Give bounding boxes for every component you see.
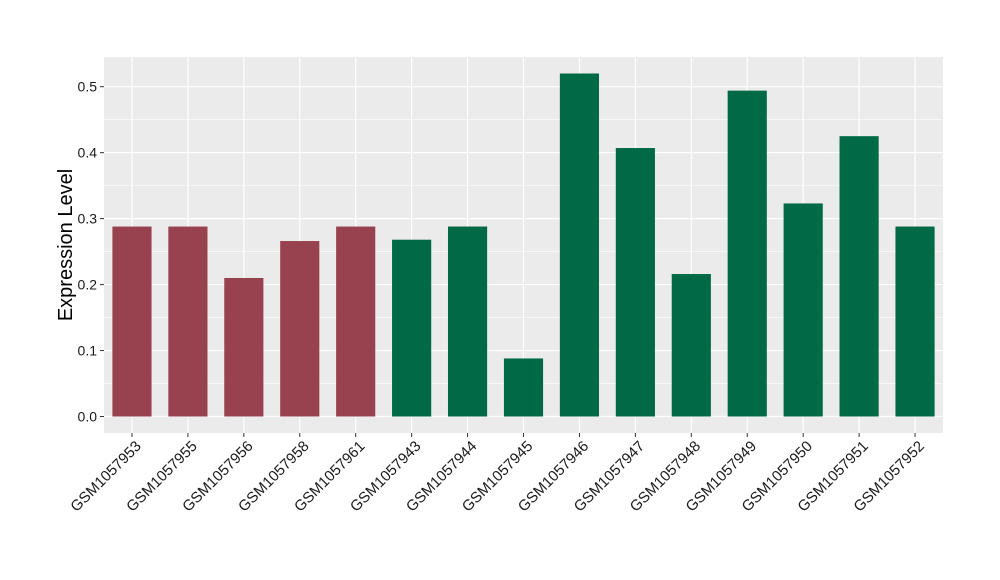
bar-GSM1057956 [224, 277, 264, 417]
bar-GSM1057947 [615, 148, 655, 417]
x-axis: GSM1057953GSM1057955GSM1057956GSM1057958… [67, 433, 928, 515]
bar-GSM1057949 [727, 90, 767, 417]
bar-GSM1057952 [895, 226, 935, 417]
bar-GSM1057944 [447, 226, 488, 417]
y-tick-label: 0.5 [78, 79, 98, 95]
bar-GSM1057961 [336, 226, 376, 417]
y-tick-label: 0.2 [78, 277, 98, 293]
bar-GSM1057948 [671, 274, 711, 417]
bar-GSM1057953 [112, 226, 152, 417]
bars [112, 73, 935, 417]
bar-GSM1057943 [392, 239, 432, 417]
y-tick-label: 0.1 [78, 343, 98, 359]
y-tick-label: 0.4 [78, 145, 98, 161]
bar-GSM1057950 [783, 203, 823, 417]
bar-GSM1057958 [280, 241, 320, 417]
y-axis: 0.0 0.1 0.2 0.3 0.4 0.5 [78, 79, 104, 425]
bar-GSM1057951 [839, 136, 879, 417]
y-tick-label: 0.3 [78, 211, 98, 227]
bar-GSM1057946 [559, 73, 600, 417]
y-tick-label: 0.0 [78, 409, 98, 425]
bar-GSM1057945 [503, 358, 544, 417]
y-axis-title: Expression Level [55, 169, 77, 321]
bar-GSM1057955 [168, 226, 208, 417]
